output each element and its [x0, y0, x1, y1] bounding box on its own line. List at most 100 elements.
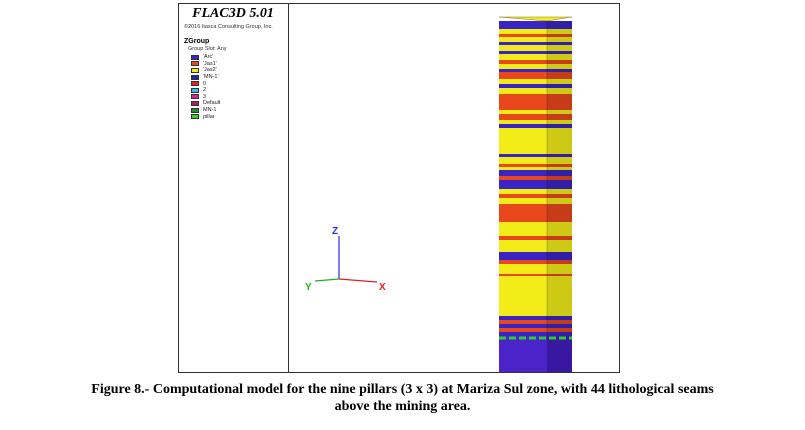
stratum-front [499, 60, 547, 64]
stratum-side [547, 252, 572, 260]
stratum-front [499, 45, 547, 51]
legend-subtitle: Group Slot: Any [188, 46, 227, 52]
copyright-text: ©2016 Itasca Consulting Group, Inc. [184, 24, 273, 30]
legend-item: pillar [191, 113, 220, 120]
stratum-front [499, 236, 547, 240]
stratum-side [547, 34, 572, 37]
stratum-front [499, 328, 547, 332]
legend-label: 'Jas1' [203, 60, 217, 67]
stratum-front [499, 72, 547, 79]
legend-item: 3 [191, 94, 220, 101]
stratum-front [499, 194, 547, 198]
stratum-front [499, 54, 547, 60]
axes-triad: Z Y X [305, 226, 386, 293]
stratum-front [499, 332, 547, 336]
stratum-front [499, 164, 547, 167]
stratum-side [547, 324, 572, 328]
figure-caption: Figure 8.- Computational model for the n… [0, 381, 805, 415]
legend-swatch [191, 87, 199, 93]
legend-item: 'Arc' [191, 54, 220, 61]
legend-item: 2 [191, 87, 220, 94]
legend-swatch [191, 67, 199, 73]
stratum-side [547, 88, 572, 94]
stratum-side [547, 124, 572, 128]
stratum-side [547, 189, 572, 194]
legend-item: 0 [191, 80, 220, 87]
stratum-front [499, 88, 547, 94]
y-axis-label: Y [305, 282, 312, 293]
legend-label: 0 [203, 80, 207, 87]
stratum-front [499, 167, 547, 170]
stratum-side [547, 236, 572, 240]
stratum-side [547, 84, 572, 88]
stratum-side [547, 274, 572, 276]
z-axis-label: Z [332, 226, 338, 237]
stratum-front [499, 264, 547, 274]
stratum-front [499, 29, 547, 34]
legend-label: 'Arc' [203, 54, 214, 61]
stratum-front [499, 274, 547, 276]
strata-front [499, 21, 547, 336]
legend-list: 'Arc' 'Jas1' 'Jas2' 'MN-1' 0 2 3 Default… [191, 54, 220, 120]
stratum-side [547, 316, 572, 320]
base-side [547, 336, 572, 372]
stratum-front [499, 184, 547, 189]
stratum-side [547, 222, 572, 236]
figure-frame: FLAC3D 5.01 ©2016 Itasca Consulting Grou… [178, 3, 620, 373]
stratum-front [499, 79, 547, 84]
stratum-side [547, 170, 572, 173]
legend-swatch [191, 94, 199, 100]
stratum-front [499, 180, 547, 184]
stratum-front [499, 114, 547, 120]
legend-label: pillar [203, 113, 215, 120]
stratum-front [499, 157, 547, 164]
stratum-side [547, 320, 572, 324]
x-axis-label: X [379, 282, 386, 293]
legend-swatch [191, 114, 199, 120]
stratum-front [499, 204, 547, 222]
stratum-side [547, 110, 572, 114]
legend-label: MN-1 [203, 107, 217, 114]
stratum-front [499, 252, 547, 260]
stratum-side [547, 100, 572, 110]
stratum-front [499, 51, 547, 54]
legend-item: 'MN-1' [191, 74, 220, 81]
stratum-side [547, 154, 572, 157]
caption-line-1: Figure 8.- Computational model for the n… [91, 382, 714, 397]
stratum-side [547, 37, 572, 42]
stratum-front [499, 240, 547, 252]
legend-item: Default [191, 100, 220, 107]
stratum-front [499, 260, 547, 264]
stratum-side [547, 184, 572, 189]
stratum-front [499, 94, 547, 100]
stratum-side [547, 94, 572, 100]
stratum-side [547, 260, 572, 264]
stratum-side [547, 264, 572, 274]
stratum-front [499, 124, 547, 128]
stratum-front [499, 170, 547, 173]
stratum-front [499, 21, 547, 29]
stratum-front [499, 276, 547, 316]
stratum-side [547, 120, 572, 124]
stratum-front [499, 37, 547, 42]
stratum-front [499, 176, 547, 180]
pillar-model [498, 16, 573, 372]
stratum-side [547, 240, 572, 252]
stratum-front [499, 320, 547, 324]
stratum-side [547, 198, 572, 204]
stratum-side [547, 204, 572, 222]
stratum-side [547, 69, 572, 72]
legend-swatch [191, 54, 199, 60]
stratum-side [547, 60, 572, 64]
stratum-side [547, 194, 572, 198]
stratum-side [547, 64, 572, 69]
legend-swatch [191, 74, 199, 80]
base-front [499, 336, 547, 372]
stratum-front [499, 84, 547, 88]
stratum-side [547, 157, 572, 164]
stratum-side [547, 180, 572, 184]
stratum-front [499, 154, 547, 157]
legend-swatch [191, 100, 199, 106]
stratum-side [547, 276, 572, 316]
legend-label: 2 [203, 87, 207, 94]
